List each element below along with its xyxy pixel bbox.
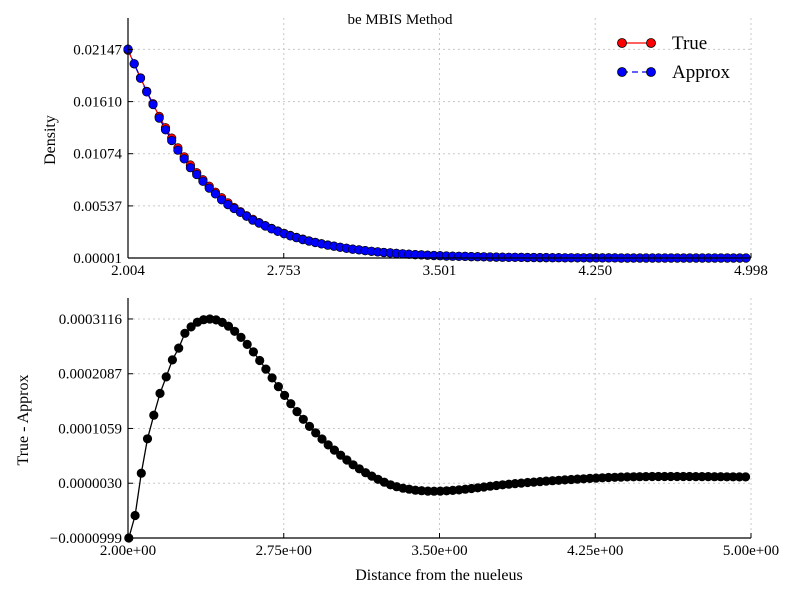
- bot-data-point: [230, 326, 240, 336]
- top-panel: 2.004 2.753 3.501 4.250 4.998 0.00001 0.00537 0…: [42, 18, 768, 279]
- bot-data-point: [174, 343, 184, 353]
- bot-y-tick-label: 0.0002087: [58, 367, 122, 383]
- bot-x-tick-label: 3.50e+00: [411, 543, 467, 559]
- top-x-tick-label: 2.753: [267, 263, 301, 279]
- bot-y-tick-label: 0.0003116: [59, 312, 123, 328]
- bot-data-point: [740, 472, 751, 482]
- top-x-tick-label: 4.998: [734, 263, 768, 279]
- bot-data-point: [167, 355, 177, 365]
- top-data-point: [210, 189, 220, 199]
- bot-data-point: [155, 388, 165, 399]
- bot-data-point: [286, 399, 296, 409]
- top-data-point: [179, 154, 189, 164]
- bot-data-point: [329, 445, 340, 455]
- top-data-point: [142, 87, 152, 97]
- bot-data-point: [342, 455, 352, 465]
- bottom-series-points: [124, 314, 751, 543]
- top-y-tick-label: 0.02147: [73, 42, 122, 58]
- bot-data-point: [304, 421, 315, 432]
- bot-data-point: [267, 373, 277, 383]
- top-data-point: [160, 125, 171, 135]
- top-x-tick-label: 3.501: [423, 263, 457, 279]
- bot-data-point: [336, 450, 346, 460]
- top-series-points: [123, 44, 751, 263]
- bot-data-point: [255, 355, 265, 366]
- bot-data-point: [130, 510, 140, 521]
- bottom-tick-labels: 2.00e+00 2.75e+00 3.50e+00 4.25e+00 5.00e+00…: [50, 312, 779, 559]
- bot-data-point: [317, 434, 327, 444]
- bot-y-tick-label: 0.0000030: [58, 476, 122, 492]
- top-data-point: [204, 183, 214, 193]
- legend: True Approx: [617, 33, 731, 83]
- bot-data-point: [142, 434, 153, 444]
- legend-approx-marker-right: [646, 67, 656, 77]
- legend-true-label: True: [672, 33, 707, 54]
- top-x-tick-label: 4.250: [578, 263, 612, 279]
- bot-data-point: [236, 332, 246, 343]
- top-grid: [127, 18, 752, 259]
- top-x-tick-label: 2.004: [111, 263, 145, 279]
- top-y-tick-label: 0.00537: [73, 199, 122, 215]
- top-tick-labels: 2.004 2.753 3.501 4.250 4.998 0.00001 0.00537 0…: [73, 42, 768, 279]
- top-chart-title: be MBIS Method: [348, 12, 454, 28]
- bottom-y-axis-label: True - Approx: [15, 375, 32, 466]
- top-data-point: [192, 169, 202, 180]
- top-y-tick-label: 0.01074: [73, 147, 122, 163]
- bot-x-tick-label: 4.25e+00: [567, 543, 623, 559]
- bot-x-tick-label: 2.00e+00: [100, 543, 156, 559]
- bottom-x-axis-label: Distance from the nueleus: [355, 567, 523, 584]
- bot-data-point: [261, 364, 271, 374]
- bot-data-point: [149, 410, 159, 420]
- bot-x-tick-label: 2.75e+00: [256, 543, 312, 559]
- bot-y-tick-label: 0.0001059: [58, 421, 122, 437]
- top-y-tick-label: 0.01610: [73, 95, 122, 111]
- bot-data-point: [280, 390, 290, 401]
- legend-approx-label: Approx: [672, 62, 731, 83]
- bot-x-tick-label: 5.00e+00: [723, 543, 779, 559]
- top-data-point: [173, 145, 183, 155]
- top-data-point: [198, 176, 208, 186]
- bot-data-point: [248, 347, 258, 357]
- bot-data-point: [136, 468, 146, 478]
- bot-data-point: [311, 428, 321, 438]
- bot-data-point: [292, 407, 302, 417]
- bottom-axes: [127, 298, 752, 539]
- legend-approx-marker-left: [617, 67, 627, 77]
- legend-true-marker-left: [617, 38, 627, 48]
- top-data-point: [148, 99, 158, 110]
- bot-data-point: [242, 339, 252, 350]
- bot-data-point: [323, 440, 333, 450]
- top-data-point: [154, 113, 164, 123]
- bottom-panel: 2.00e+00 2.75e+00 3.50e+00 4.25e+00 5.00e+00…: [15, 298, 779, 584]
- bot-data-point: [298, 414, 308, 424]
- bot-data-point: [180, 328, 190, 338]
- top-data-point: [135, 73, 146, 83]
- top-data-point: [167, 135, 177, 146]
- legend-true-marker-right: [646, 38, 656, 48]
- top-data-point: [185, 163, 195, 173]
- top-data-point: [217, 195, 227, 205]
- top-y-tick-label: 0.00001: [73, 251, 122, 267]
- top-data-point: [129, 59, 139, 69]
- bot-data-point: [161, 372, 171, 382]
- bottom-grid: [127, 298, 752, 539]
- bot-data-point: [223, 321, 234, 331]
- bot-data-point: [273, 382, 284, 392]
- top-y-axis-label: Density: [42, 115, 59, 165]
- bot-data-point: [186, 322, 196, 332]
- top-axes: [127, 18, 752, 259]
- bot-y-tick-label: −0.0000999: [50, 531, 122, 547]
